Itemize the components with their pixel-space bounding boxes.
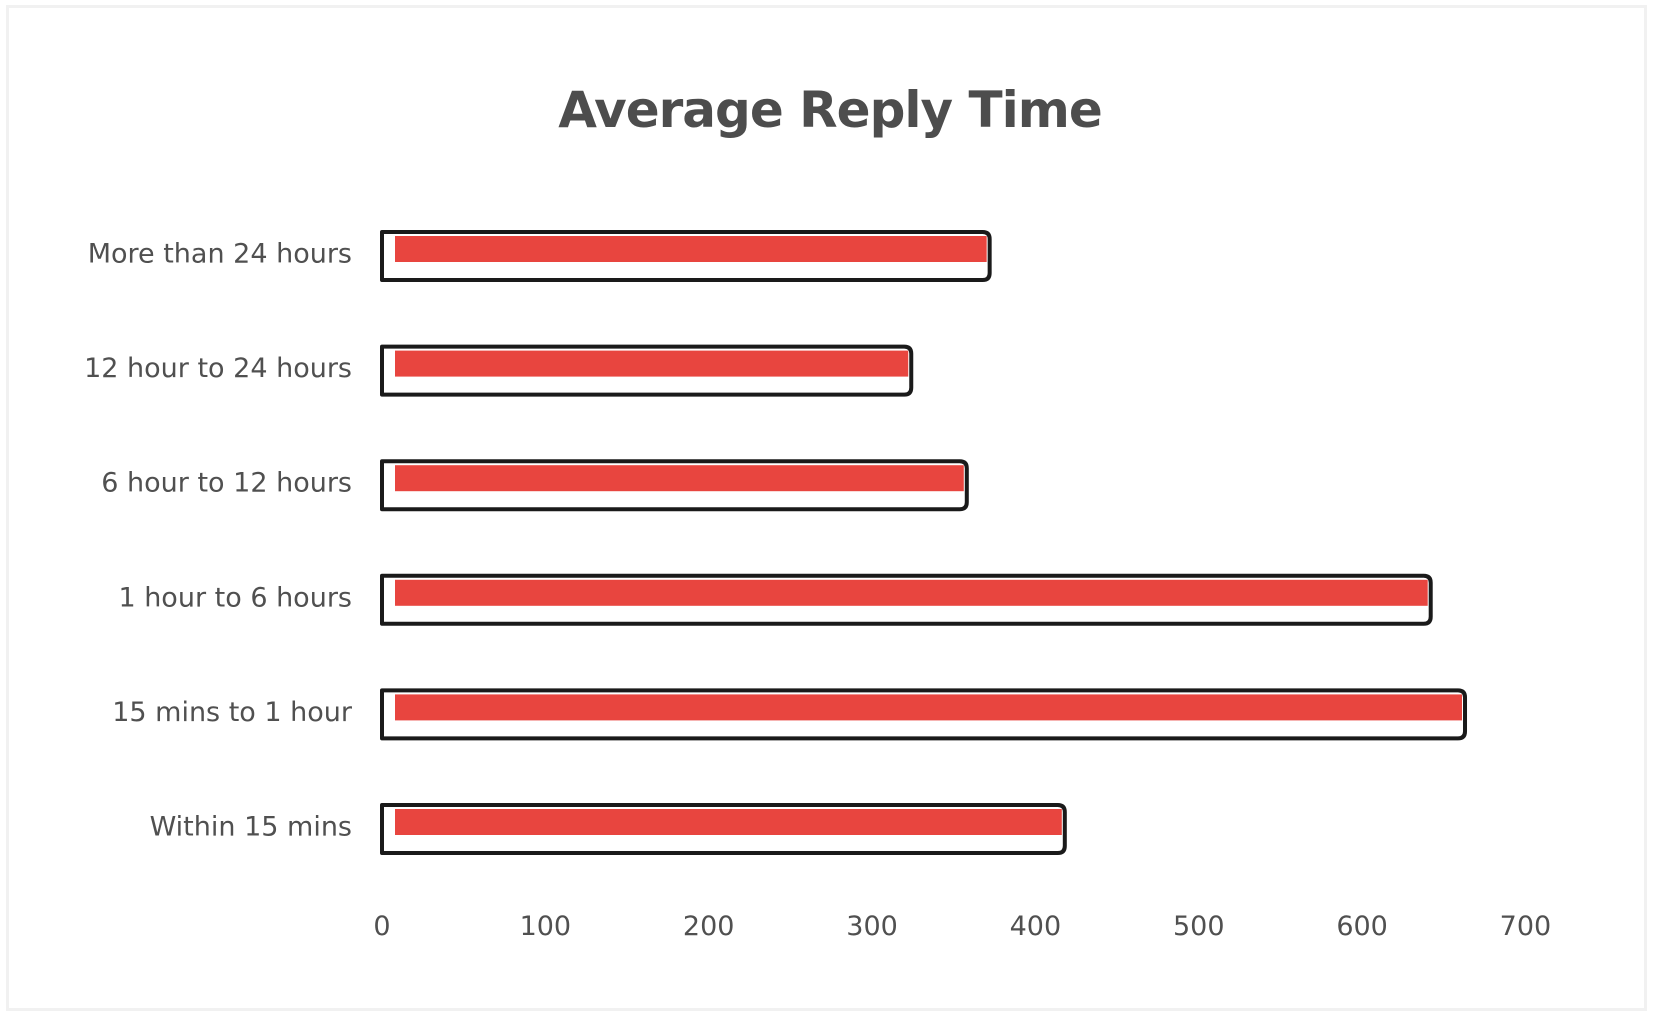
bar-group (380, 459, 969, 512)
bar (395, 694, 1463, 721)
bar-group (380, 803, 1067, 855)
bar-group (380, 230, 992, 282)
x-tick-label: 400 (1010, 911, 1062, 942)
chart-title: Average Reply Time (558, 81, 1102, 139)
category-label: 15 mins to 1 hour (112, 697, 353, 728)
bar-group (380, 344, 914, 397)
x-tick-label: 200 (683, 911, 735, 942)
x-axis-ticks: 0 100 200 300 400 500 600 700 (373, 911, 1551, 942)
category-label: 1 hour to 6 hours (118, 582, 352, 613)
bar (395, 579, 1428, 606)
bar-group (380, 688, 1468, 741)
x-tick-label: 0 (373, 911, 390, 942)
x-tick-label: 600 (1336, 911, 1388, 942)
category-labels: More than 24 hours 12 hour to 24 hours 6 h… (84, 239, 353, 843)
category-label: Within 15 mins (150, 812, 352, 843)
bar (395, 236, 987, 262)
bars-layer (380, 230, 1468, 855)
category-label: 12 hour to 24 hours (84, 353, 352, 384)
bar (395, 809, 1062, 835)
category-label: 6 hour to 12 hours (101, 468, 352, 499)
x-tick-label: 100 (520, 911, 572, 942)
bar (395, 350, 909, 377)
x-tick-label: 300 (846, 911, 898, 942)
category-label: More than 24 hours (88, 239, 352, 270)
bar (395, 465, 964, 492)
x-tick-label: 500 (1173, 911, 1225, 942)
x-tick-label: 700 (1500, 911, 1552, 942)
bar-group (380, 573, 1433, 626)
